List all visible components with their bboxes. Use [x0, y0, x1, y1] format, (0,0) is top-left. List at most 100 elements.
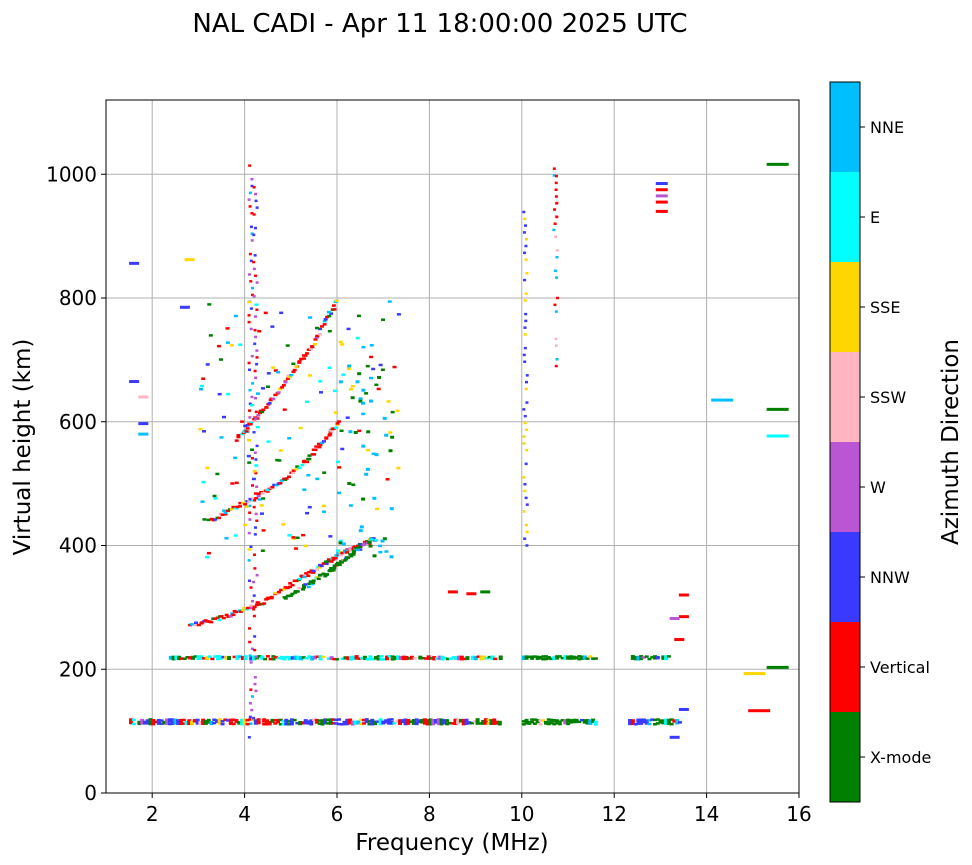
echo-mark: [361, 412, 366, 416]
x-tick-label: 8: [423, 802, 436, 826]
echo-mark: [151, 722, 156, 726]
echo-mark: [309, 719, 314, 722]
echo-mark: [465, 656, 470, 659]
y-tick-label: 0: [84, 781, 97, 805]
echo-mark: [639, 655, 644, 658]
echo-mark: [331, 569, 336, 572]
echo-mark: [523, 414, 527, 418]
echo-mark: [295, 590, 300, 593]
echo-mark: [248, 252, 252, 256]
echo-mark: [312, 655, 317, 659]
echo-mark: [344, 551, 349, 554]
echo-mark: [331, 718, 336, 721]
echo-mark: [247, 409, 251, 412]
echo-mark: [585, 719, 590, 722]
echo-mark: [423, 657, 428, 660]
colorbar-swatch: [830, 352, 860, 442]
echo-mark: [524, 258, 528, 261]
echo-mark: [264, 406, 269, 409]
echo-mark: [244, 430, 249, 433]
echo-mark: [292, 537, 297, 540]
echo-mark: [287, 475, 292, 479]
echo-mark: [525, 272, 529, 275]
echo-mark: [555, 276, 559, 279]
echo-mark: [247, 531, 251, 535]
echo-mark: [498, 657, 503, 661]
echo-mark: [630, 722, 635, 725]
echo-mark: [386, 400, 391, 403]
echo-mark: [129, 380, 140, 384]
echo-mark: [524, 462, 528, 466]
echo-mark: [271, 657, 276, 661]
echo-mark: [165, 722, 170, 725]
echo-mark: [298, 577, 303, 581]
echo-mark: [365, 364, 370, 368]
echo-mark: [425, 719, 430, 722]
echo-mark: [329, 312, 334, 315]
echo-mark: [493, 657, 498, 661]
echo-mark: [247, 422, 252, 426]
echo-mark: [386, 718, 391, 721]
echo-mark: [555, 719, 560, 722]
echo-mark: [337, 491, 342, 495]
echo-mark: [552, 722, 557, 726]
echo-mark: [253, 369, 257, 373]
echo-mark: [387, 300, 392, 303]
echo-mark: [253, 676, 257, 679]
y-axis-ticks: 0 200 400 600 800 1000: [46, 162, 106, 805]
echo-mark: [440, 657, 445, 661]
echo-mark: [195, 718, 200, 722]
echo-mark: [524, 387, 528, 391]
echo-mark: [453, 722, 458, 726]
echo-mark: [307, 454, 312, 457]
echo-mark: [549, 657, 554, 661]
echo-mark: [228, 615, 233, 618]
echo-mark: [194, 621, 199, 624]
echo-mark: [639, 722, 644, 725]
echo-mark: [317, 332, 322, 336]
echo-mark: [530, 720, 535, 724]
echo-mark: [287, 585, 292, 589]
echo-mark: [249, 606, 253, 610]
echo-mark: [200, 621, 205, 624]
echo-mark: [273, 393, 278, 397]
echo-mark: [354, 655, 359, 658]
echo-mark: [554, 337, 558, 341]
echo-mark: [250, 177, 254, 181]
echo-mark: [334, 299, 339, 302]
echo-mark: [247, 314, 251, 317]
echo-mark: [213, 617, 218, 620]
plot-area: [106, 100, 799, 793]
echo-mark: [523, 278, 527, 282]
echo-mark: [215, 719, 220, 722]
echo-mark: [242, 606, 247, 610]
echo-mark: [543, 657, 548, 661]
echo-mark: [384, 719, 389, 722]
x-tick-label: 4: [238, 802, 251, 826]
echo-mark: [400, 720, 405, 724]
echo-mark: [252, 594, 256, 597]
echo-mark: [273, 369, 278, 372]
echo-mark: [361, 718, 366, 722]
echo-mark: [353, 431, 358, 435]
echo-mark: [524, 224, 528, 227]
echo-mark: [202, 430, 207, 433]
echo-mark: [249, 327, 253, 331]
echo-mark: [220, 513, 225, 516]
echo-mark: [235, 505, 240, 509]
echo-mark: [538, 656, 543, 659]
echo-mark: [286, 374, 291, 377]
echo-mark: [669, 722, 674, 726]
echo-mark: [456, 719, 461, 722]
echo-mark: [371, 367, 376, 371]
echo-mark: [301, 656, 306, 659]
echo-mark: [445, 722, 450, 726]
echo-mark: [239, 718, 244, 722]
colorbar-tick-label: W: [870, 478, 886, 497]
echo-mark: [250, 211, 254, 215]
echo-mark: [356, 720, 361, 723]
echo-mark: [249, 688, 253, 691]
echo-mark: [276, 656, 281, 660]
echo-mark: [650, 656, 655, 659]
echo-mark: [252, 260, 256, 264]
